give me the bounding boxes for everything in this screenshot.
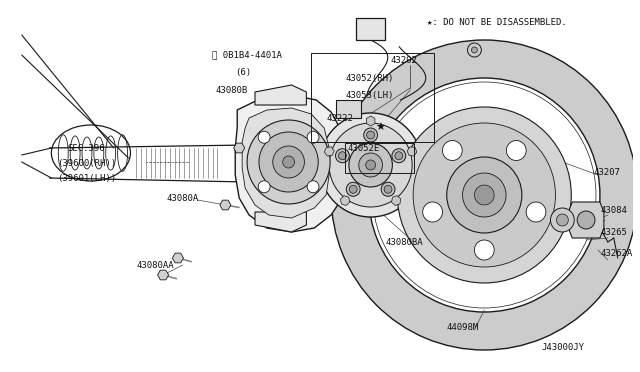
Circle shape xyxy=(474,240,494,260)
Text: 43080A: 43080A xyxy=(166,193,198,202)
Circle shape xyxy=(442,141,462,160)
Polygon shape xyxy=(220,200,231,210)
Circle shape xyxy=(397,107,572,283)
Text: 43080AA: 43080AA xyxy=(136,260,174,269)
Circle shape xyxy=(283,156,294,168)
Text: 43222: 43222 xyxy=(326,113,353,122)
Text: ③ 0B1B4-4401A: ③ 0B1B4-4401A xyxy=(212,51,282,60)
Text: 44098M: 44098M xyxy=(447,324,479,333)
Circle shape xyxy=(392,149,406,163)
Circle shape xyxy=(247,120,330,204)
Circle shape xyxy=(259,132,318,192)
Text: 43207: 43207 xyxy=(593,167,620,176)
Polygon shape xyxy=(324,147,334,156)
Circle shape xyxy=(556,214,568,226)
Polygon shape xyxy=(340,196,350,205)
Circle shape xyxy=(506,141,526,160)
Circle shape xyxy=(467,43,481,57)
Circle shape xyxy=(413,123,556,267)
Circle shape xyxy=(307,131,319,143)
Circle shape xyxy=(319,113,422,217)
Circle shape xyxy=(307,181,319,193)
Polygon shape xyxy=(255,85,307,105)
Circle shape xyxy=(577,211,595,229)
Circle shape xyxy=(346,182,360,196)
Circle shape xyxy=(258,181,270,193)
Text: ★: DO NOT BE DISASSEMBLED.: ★: DO NOT BE DISASSEMBLED. xyxy=(427,17,567,26)
Circle shape xyxy=(447,157,522,233)
Circle shape xyxy=(364,128,378,142)
Text: 43080BA: 43080BA xyxy=(385,237,423,247)
Circle shape xyxy=(474,185,494,205)
Circle shape xyxy=(349,185,357,193)
Polygon shape xyxy=(234,143,244,153)
Text: 43265: 43265 xyxy=(601,228,628,237)
Polygon shape xyxy=(568,202,604,238)
Text: 43080B: 43080B xyxy=(216,86,248,94)
Polygon shape xyxy=(366,116,375,126)
Circle shape xyxy=(367,131,374,139)
Polygon shape xyxy=(407,147,417,156)
Circle shape xyxy=(381,182,395,196)
Polygon shape xyxy=(356,18,385,40)
Circle shape xyxy=(349,143,392,187)
Circle shape xyxy=(550,208,574,232)
Circle shape xyxy=(273,146,305,178)
Circle shape xyxy=(395,152,403,160)
Polygon shape xyxy=(255,212,307,232)
Text: 43084: 43084 xyxy=(601,205,628,215)
Circle shape xyxy=(359,153,383,177)
Circle shape xyxy=(329,123,412,207)
Polygon shape xyxy=(336,100,361,118)
Text: SEC.396: SEC.396 xyxy=(67,144,105,153)
Text: 43052(RH): 43052(RH) xyxy=(346,74,394,83)
Text: 43202: 43202 xyxy=(390,55,417,64)
Polygon shape xyxy=(242,108,329,218)
Circle shape xyxy=(258,131,270,143)
Text: J43000JY: J43000JY xyxy=(541,343,584,353)
Text: 43052E: 43052E xyxy=(348,144,380,153)
Circle shape xyxy=(384,185,392,193)
Text: 43262A: 43262A xyxy=(601,250,633,259)
Wedge shape xyxy=(331,40,637,350)
Circle shape xyxy=(365,160,376,170)
Circle shape xyxy=(472,47,477,53)
Polygon shape xyxy=(172,253,184,263)
Circle shape xyxy=(422,202,442,222)
Polygon shape xyxy=(236,95,344,232)
Polygon shape xyxy=(157,270,168,280)
Circle shape xyxy=(526,202,546,222)
Circle shape xyxy=(463,173,506,217)
Circle shape xyxy=(339,152,346,160)
Text: (39600(RH)): (39600(RH)) xyxy=(58,158,116,167)
Polygon shape xyxy=(392,196,401,205)
Text: (39601(LH)): (39601(LH)) xyxy=(58,173,116,183)
Text: (6): (6) xyxy=(236,67,252,77)
Circle shape xyxy=(335,149,349,163)
Text: ★: ★ xyxy=(376,123,385,133)
Text: 43053(LH): 43053(LH) xyxy=(346,90,394,99)
